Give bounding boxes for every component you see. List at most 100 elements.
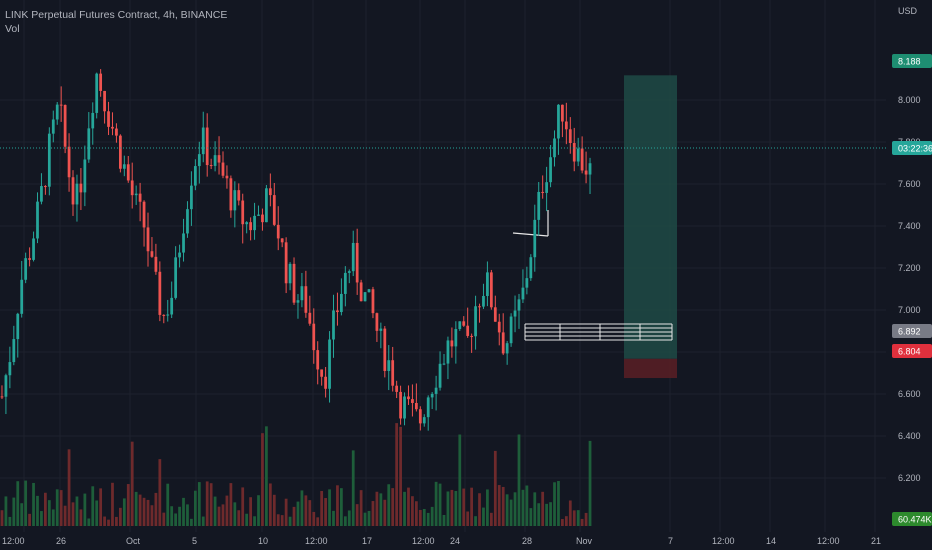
volume-bar bbox=[276, 514, 280, 526]
candle-body bbox=[347, 271, 351, 273]
volume-bar bbox=[174, 513, 178, 526]
y-tick-label: 7.200 bbox=[898, 263, 921, 273]
volume-badge-bg bbox=[892, 512, 932, 526]
volume-bar bbox=[126, 484, 130, 526]
volume-bar bbox=[470, 487, 474, 526]
candle-body bbox=[265, 188, 268, 223]
candle-body bbox=[482, 295, 485, 307]
volume-indicator-label[interactable]: Vol bbox=[5, 23, 20, 35]
x-tick-label: Nov bbox=[576, 536, 593, 546]
volume-bar bbox=[379, 493, 383, 526]
y-tick-label: 6.600 bbox=[898, 389, 921, 399]
volume-bar bbox=[553, 482, 556, 526]
countdown-badge: 03:22:36 bbox=[898, 144, 932, 154]
target-price-badge: 8.188 bbox=[898, 57, 921, 67]
candle-body bbox=[489, 272, 493, 308]
x-tick-label: 14 bbox=[766, 536, 776, 546]
volume-bar bbox=[51, 509, 55, 526]
candle-body bbox=[450, 340, 454, 347]
candle-body bbox=[4, 375, 8, 397]
volume-bar bbox=[40, 511, 43, 526]
volume-bar bbox=[466, 511, 470, 526]
candle-body bbox=[541, 191, 545, 193]
candle-body bbox=[411, 399, 414, 403]
candle-body bbox=[233, 190, 237, 211]
candle-body bbox=[292, 263, 296, 303]
volume-bar bbox=[272, 494, 276, 526]
candlestick-series bbox=[0, 69, 592, 431]
volume-bar bbox=[561, 519, 564, 526]
volume-bars bbox=[0, 423, 592, 526]
volume-bar bbox=[8, 516, 12, 526]
candle-body bbox=[414, 402, 418, 410]
volume-bar bbox=[324, 498, 327, 526]
candle-body bbox=[497, 321, 501, 333]
volume-bar bbox=[568, 500, 572, 526]
candle-body bbox=[12, 339, 16, 363]
candle-body bbox=[553, 138, 556, 158]
volume-bar bbox=[87, 518, 91, 526]
volume-bar bbox=[517, 434, 521, 526]
volume-bar bbox=[537, 503, 541, 526]
volume-bar bbox=[450, 489, 454, 526]
symbol-title[interactable]: LINK Perpetual Futures Contract, 4h, BIN… bbox=[5, 9, 228, 21]
volume-bar bbox=[115, 516, 118, 526]
y-tick-label: 7.400 bbox=[898, 221, 921, 231]
candle-body bbox=[118, 135, 122, 169]
candle-body bbox=[178, 252, 181, 258]
candle-body bbox=[51, 119, 55, 134]
x-tick-label: 10 bbox=[258, 536, 268, 546]
volume-bar bbox=[122, 498, 126, 526]
volume-bar bbox=[489, 512, 493, 526]
volume-bar bbox=[154, 492, 158, 526]
candle-body bbox=[588, 163, 592, 175]
candle-body bbox=[545, 182, 548, 193]
volume-bar bbox=[4, 496, 8, 526]
volume-bar bbox=[308, 500, 312, 526]
time-axis[interactable]: 12:00 26 Oct 5 10 12:00 17 12:00 24 28 Nov 7 12:00 14… bbox=[2, 536, 881, 546]
candle-body bbox=[407, 396, 410, 400]
entry-price-badge: 6.892 bbox=[898, 327, 921, 337]
volume-bar bbox=[221, 504, 225, 526]
volume-bar bbox=[150, 505, 154, 526]
candle-body bbox=[197, 154, 201, 167]
candle-body bbox=[300, 286, 304, 301]
volume-bar bbox=[12, 497, 16, 526]
candle-body bbox=[150, 251, 154, 257]
x-tick-label: Oct bbox=[126, 536, 141, 546]
candle-body bbox=[478, 306, 481, 308]
candle-body bbox=[379, 328, 383, 331]
chart-legend: LINK Perpetual Futures Contract, 4h, BIN… bbox=[5, 8, 227, 36]
stop-price-badge-bg bbox=[892, 344, 932, 358]
candle-body bbox=[276, 224, 280, 239]
volume-bar bbox=[75, 496, 79, 526]
volume-bar bbox=[296, 501, 300, 526]
candle-body bbox=[367, 289, 371, 293]
candle-body bbox=[280, 238, 284, 243]
candle-body bbox=[351, 242, 355, 272]
x-tick-label: 12:00 bbox=[712, 536, 735, 546]
candle-body bbox=[75, 183, 79, 205]
candle-body bbox=[320, 369, 324, 377]
volume-bar bbox=[162, 512, 166, 526]
volume-bar bbox=[343, 516, 347, 526]
candle-body bbox=[36, 201, 39, 239]
entry-price-badge-bg bbox=[892, 324, 932, 338]
candle-body bbox=[355, 242, 359, 283]
candle-body bbox=[564, 121, 568, 130]
target-zone bbox=[624, 75, 677, 359]
candle-body bbox=[336, 310, 339, 313]
volume-bar bbox=[533, 492, 537, 526]
long-position-tool[interactable] bbox=[512, 75, 677, 379]
volume-bar bbox=[28, 513, 31, 526]
candle-body bbox=[253, 215, 256, 231]
candle-body bbox=[162, 314, 166, 316]
candle-body bbox=[154, 256, 158, 272]
volume-bar bbox=[213, 496, 217, 526]
candle-body bbox=[470, 335, 474, 337]
candle-body bbox=[0, 396, 4, 398]
candle-body bbox=[375, 313, 379, 331]
volume-bar bbox=[130, 441, 134, 526]
candle-body bbox=[59, 104, 63, 106]
